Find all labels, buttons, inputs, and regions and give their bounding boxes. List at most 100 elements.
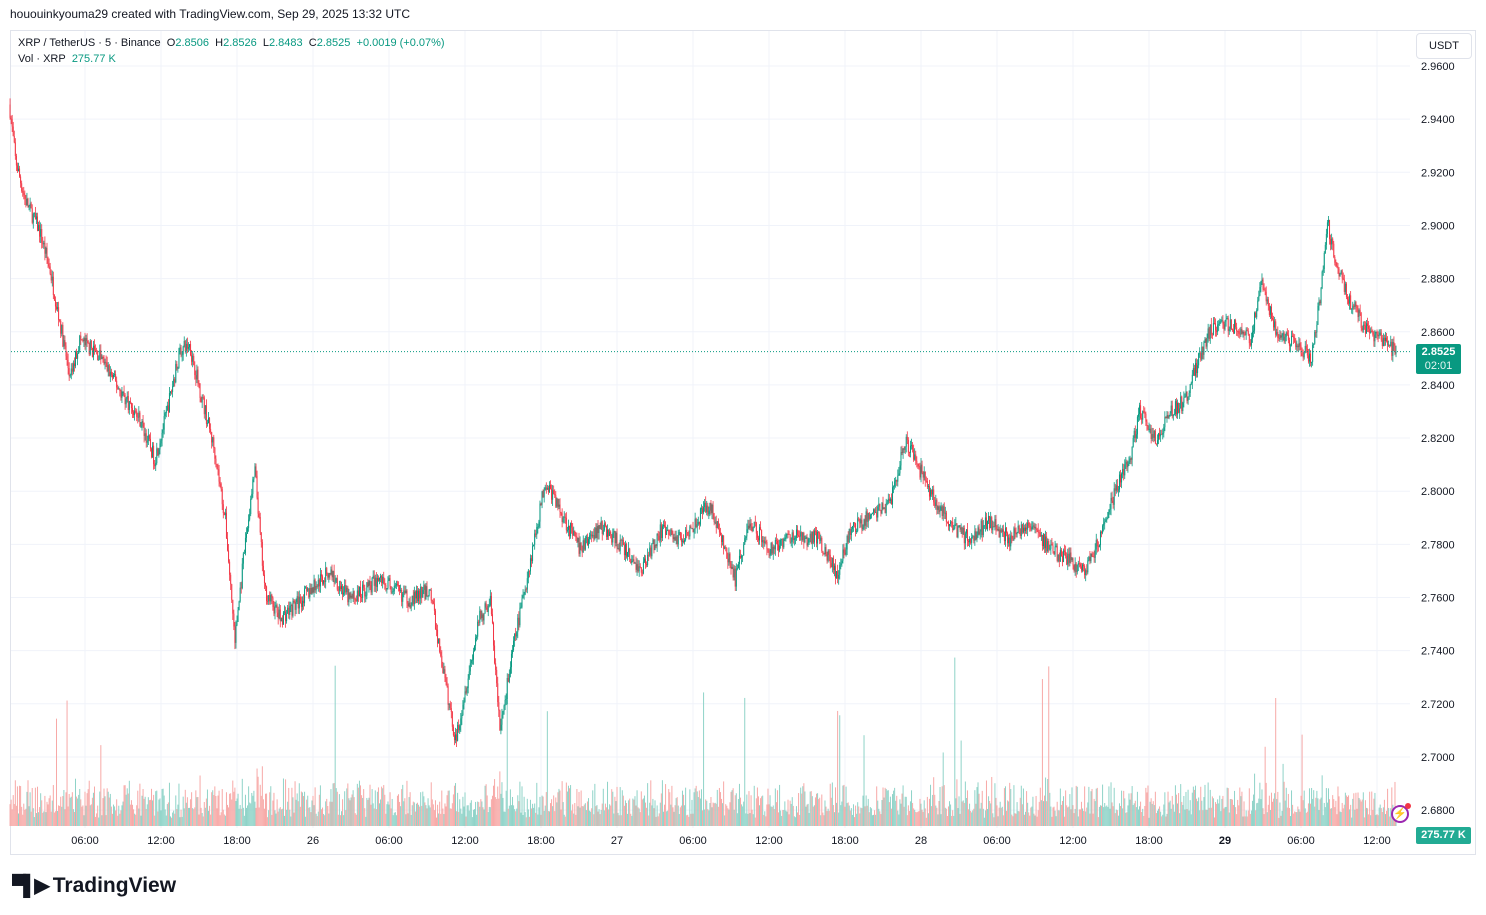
candle-body <box>42 242 44 245</box>
candle-body <box>122 391 124 393</box>
time-tick-label: 12:00 <box>1059 835 1087 847</box>
candle-body <box>1162 433 1164 435</box>
volume-bar <box>888 802 890 826</box>
candle-body <box>1318 301 1320 306</box>
volume-bar <box>608 809 610 826</box>
volume-bar <box>1371 791 1373 826</box>
candle-body <box>602 530 604 534</box>
volume-bar <box>669 792 671 826</box>
candle-body <box>575 536 577 538</box>
candle-body <box>895 479 897 482</box>
volume-bar <box>448 790 450 826</box>
volume-bar <box>445 806 447 826</box>
candle-body <box>239 587 241 602</box>
candle-body <box>1313 343 1315 345</box>
volume-bar <box>349 800 351 826</box>
candle-body <box>284 611 286 613</box>
candle-body <box>392 591 394 593</box>
candle-body <box>981 520 983 536</box>
volume-bar <box>28 806 30 826</box>
volume-bar <box>490 799 492 826</box>
candle-body <box>1017 525 1019 533</box>
volume-bar <box>723 781 725 826</box>
candle-body <box>319 574 321 587</box>
volume-bar <box>507 808 509 826</box>
candle-body <box>1274 321 1276 328</box>
volume-bar <box>936 807 938 826</box>
candle-body <box>1341 270 1343 278</box>
volume-bar <box>1199 810 1201 826</box>
currency-button[interactable]: USDT <box>1416 33 1472 59</box>
volume-label[interactable]: Vol · XRP <box>18 53 66 65</box>
candle-body <box>280 617 282 622</box>
volume-bar <box>1075 785 1077 826</box>
volume-bar <box>484 785 486 826</box>
volume-bar <box>963 802 965 826</box>
candle-body <box>16 165 18 172</box>
candle-body <box>1160 434 1162 437</box>
volume-bar <box>797 812 799 826</box>
candle-body <box>32 214 34 223</box>
volume-bar <box>1370 815 1372 826</box>
candle-body <box>588 539 590 546</box>
candle-body <box>886 502 888 504</box>
volume-bar <box>407 813 409 826</box>
candle-body <box>1189 384 1191 394</box>
volume-bar <box>585 810 587 826</box>
volume-bar <box>204 807 206 826</box>
candle-body <box>335 578 337 582</box>
volume-bar <box>753 785 755 826</box>
volume-bar <box>193 809 195 826</box>
volume-bar <box>1084 786 1086 826</box>
lightning-bolt-icon[interactable]: ⚡ <box>1391 803 1411 823</box>
candle-body <box>672 534 674 540</box>
volume-bar <box>235 801 237 826</box>
candle-body <box>733 568 735 578</box>
volume-bar <box>190 799 192 826</box>
volume-bar <box>525 817 527 826</box>
open-label: O <box>166 37 176 49</box>
candle-body <box>317 579 319 587</box>
volume-bar <box>415 803 417 826</box>
volume-bar <box>949 801 951 826</box>
volume-bar <box>925 817 927 826</box>
volume-bar <box>811 796 813 826</box>
volume-bar <box>749 813 751 826</box>
candle-body <box>1056 545 1058 561</box>
candle-body <box>803 532 805 543</box>
candle-body <box>1198 353 1200 366</box>
candle-body <box>439 638 441 652</box>
candle-body <box>768 550 770 556</box>
candle-body <box>30 203 32 209</box>
candle-body <box>200 397 202 403</box>
candle-body <box>583 540 585 550</box>
candle-body <box>1327 219 1329 223</box>
volume-bar <box>111 813 113 826</box>
candle-body <box>324 580 326 582</box>
candle-body <box>466 688 468 693</box>
candle-body <box>1316 324 1318 333</box>
candle-body <box>116 380 118 388</box>
volume-bar <box>1357 792 1359 826</box>
candle-body <box>1063 550 1065 562</box>
time-tick-label: 12:00 <box>147 835 175 847</box>
candle-body <box>1001 529 1003 533</box>
volume-bar <box>953 815 955 826</box>
volume-bar <box>668 789 670 826</box>
volume-bar <box>626 803 628 826</box>
candle-body <box>151 448 153 458</box>
candle-body <box>31 208 33 223</box>
volume-bar <box>1038 801 1040 826</box>
volume-bar <box>1207 782 1209 826</box>
volume-bar <box>934 794 936 826</box>
candle-body <box>693 529 695 533</box>
candle-body <box>191 355 193 362</box>
volume-bar <box>660 793 662 826</box>
volume-bar <box>676 797 678 826</box>
candle-body <box>1248 334 1250 344</box>
symbol-description[interactable]: XRP / TetherUS · 5 · Binance <box>18 37 161 49</box>
volume-bar <box>1175 794 1177 826</box>
tradingview-logo[interactable]: ▀▌▶ TradingView <box>12 873 176 898</box>
volume-bar <box>361 795 363 826</box>
